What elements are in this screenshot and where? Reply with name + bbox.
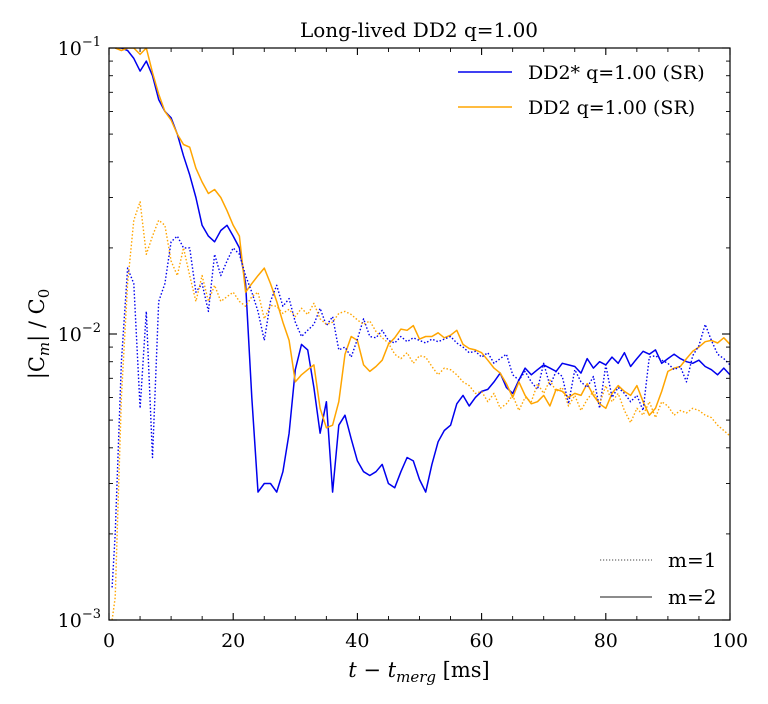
x-axis-label-sub: merg xyxy=(396,668,436,686)
x-tick-label: 0 xyxy=(103,630,115,652)
y-tick-label: 10−2 xyxy=(58,321,101,346)
series-line-m1-dd2-star xyxy=(111,235,730,588)
y-axis-label-sub-m: m xyxy=(35,342,53,356)
y-tick-label: 10−3 xyxy=(58,607,101,632)
x-tick-label: 60 xyxy=(470,630,494,652)
x-tick-label: 100 xyxy=(712,630,748,652)
legend-label-dd2-star: DD2* q=1.00 (SR) xyxy=(528,62,705,84)
chart-title: Long-lived DD2 q=1.00 xyxy=(300,18,538,42)
series-line-m2-dd2 xyxy=(114,48,730,429)
y-axis-label-mid: | / C xyxy=(25,298,50,342)
series-line-m2-dd2-star xyxy=(115,48,730,493)
x-tick-label: 40 xyxy=(345,630,369,652)
style-legend: m=1 m=2 xyxy=(600,548,716,609)
series-line-m1-dd2 xyxy=(111,201,730,620)
y-axis-label-sub-0: 0 xyxy=(35,289,53,299)
ticks-layer: 0 20 40 60 80 100 10−3 10−2 10−1 xyxy=(58,35,748,652)
x-tick-label: 20 xyxy=(221,630,245,652)
color-legend: DD2* q=1.00 (SR) DD2 q=1.00 (SR) xyxy=(458,62,705,119)
x-tick-label: 80 xyxy=(594,630,618,652)
x-axis-label-unit: [ms] xyxy=(436,658,490,682)
y-axis-label: |Cm| / C0 xyxy=(25,289,53,380)
legend-label-dd2: DD2 q=1.00 (SR) xyxy=(528,97,695,119)
series-layer xyxy=(111,48,730,620)
legend-label-m1: m=1 xyxy=(668,548,716,572)
y-tick-label: 10−1 xyxy=(58,35,101,60)
legend-label-m2: m=2 xyxy=(668,585,716,609)
x-axis-label: t − tmerg [ms] xyxy=(348,658,489,686)
plot-frame xyxy=(108,47,731,621)
